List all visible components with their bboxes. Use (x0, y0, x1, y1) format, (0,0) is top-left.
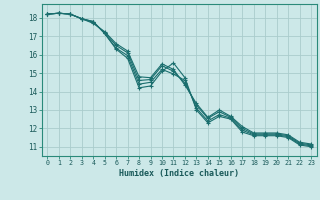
X-axis label: Humidex (Indice chaleur): Humidex (Indice chaleur) (119, 169, 239, 178)
